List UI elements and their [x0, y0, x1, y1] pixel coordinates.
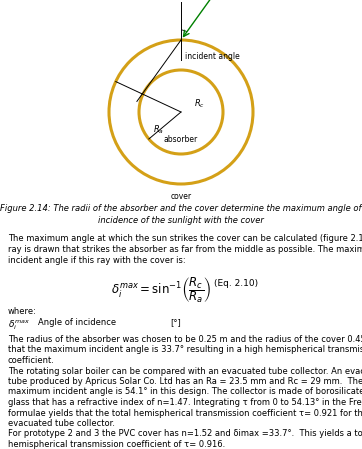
Text: that the maximum incident angle is 33.7° resulting in a high hemispherical trans: that the maximum incident angle is 33.7°…: [8, 345, 362, 355]
Text: The rotating solar boiler can be compared with an evacuated tube collector. An e: The rotating solar boiler can be compare…: [8, 366, 362, 375]
Text: absorber: absorber: [164, 136, 198, 145]
Text: $\delta_i^{max}$: $\delta_i^{max}$: [8, 318, 30, 331]
Text: For prototype 2 and 3 the PVC cover has n=1.52 and δimax =33.7°.  This yields a : For prototype 2 and 3 the PVC cover has …: [8, 430, 362, 439]
Text: incident angle if this ray with the cover is:: incident angle if this ray with the cove…: [8, 256, 186, 265]
Text: (Eq. 2.10): (Eq. 2.10): [214, 279, 258, 288]
Text: where:: where:: [8, 307, 37, 316]
Text: evacuated tube collector.: evacuated tube collector.: [8, 419, 115, 428]
Text: Angle of incidence: Angle of incidence: [38, 318, 116, 327]
Text: The maximum angle at which the sun strikes the cover can be calculated (figure 2: The maximum angle at which the sun strik…: [8, 234, 362, 243]
Text: The radius of the absorber was chosen to be 0.25 m and the radius of the cover 0: The radius of the absorber was chosen to…: [8, 335, 362, 344]
Text: [°]: [°]: [170, 318, 181, 327]
Text: hemispherical transmission coefficient of τ= 0.916.: hemispherical transmission coefficient o…: [8, 440, 225, 449]
Text: incident angle: incident angle: [185, 52, 240, 61]
Text: $\delta_i^{max} = \sin^{-1}\!\left(\dfrac{R_c}{R_a}\right)$: $\delta_i^{max} = \sin^{-1}\!\left(\dfra…: [111, 275, 211, 305]
Text: glass that has a refractive index of n=1.47. Integrating τ from 0 to 54.13° in t: glass that has a refractive index of n=1…: [8, 398, 362, 407]
Text: coefficient.: coefficient.: [8, 356, 55, 365]
Text: cover: cover: [171, 192, 191, 201]
Text: maximum incident angle is 54.1° in this design. The collector is made of borosil: maximum incident angle is 54.1° in this …: [8, 387, 362, 396]
Text: $R_c$: $R_c$: [194, 98, 205, 110]
Text: formulae yields that the total hemispherical transmission coefficient τ= 0.921 f: formulae yields that the total hemispher…: [8, 409, 362, 418]
Text: ray is drawn that strikes the absorber as far from the middle as possible. The m: ray is drawn that strikes the absorber a…: [8, 245, 362, 254]
Text: $R_a$: $R_a$: [153, 124, 164, 136]
Text: incidence of the sunlight with the cover: incidence of the sunlight with the cover: [98, 216, 264, 225]
Text: Figure 2.14: The radii of the absorber and the cover determine the maximum angle: Figure 2.14: The radii of the absorber a…: [0, 204, 362, 213]
Text: tube produced by Apricus Solar Co. Ltd has an Ra = 23.5 mm and Rc = 29 mm.  The: tube produced by Apricus Solar Co. Ltd h…: [8, 377, 362, 386]
